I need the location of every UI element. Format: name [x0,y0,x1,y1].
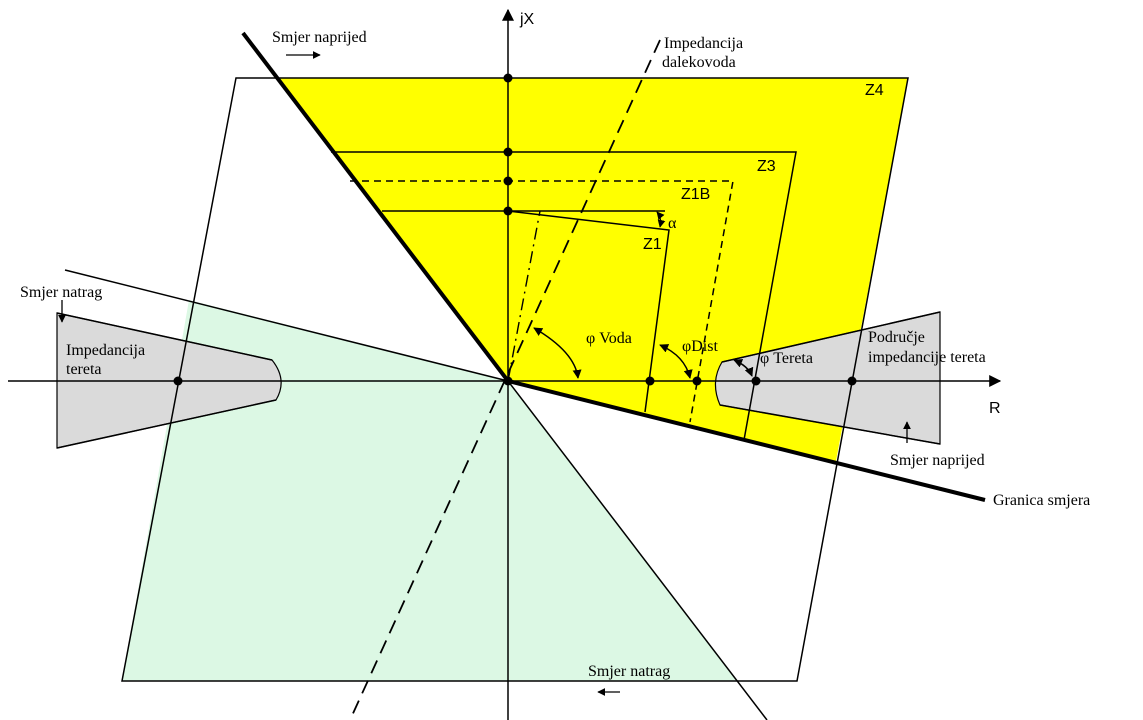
forward-top-label: Smjer naprijed [272,29,367,46]
phi-dist-arc [659,344,693,379]
reverse-left-label: Smjer natrag [20,284,102,301]
dot-z4-r [847,376,857,386]
dot-z1-r [645,376,655,386]
phi-load-label: φ Tereta [760,350,813,367]
real-axis-label: R [989,400,1001,417]
phi-dist-label: φDist [682,338,718,355]
direction-boundary-upper [241,31,510,383]
zone-z3-outline [331,151,797,441]
zone-z1-outline [382,210,670,413]
direction-boundary-label: Granica smjera [993,492,1090,509]
phi-line-label: φ Voda [586,330,632,347]
dot-z4-reach [503,73,513,83]
load-zone-right [714,311,941,445]
load-line-right-lower [719,404,941,445]
direction-boundary-lower [507,379,986,502]
line-impedance-label-1: Impedancija [664,35,743,52]
dot-z3-reach [503,147,513,157]
zone-z3-label: Z3 [757,158,776,175]
line-impedance-label-2: dalekovoda [662,54,736,71]
imaginary-axis-label: jX [519,11,535,28]
load-line-left-lower [56,399,277,449]
dot-z1b-reach [503,176,513,186]
load-impedance-left-label-2: tereta [66,361,102,378]
dot-z1b-r [692,376,702,386]
zone-z4-label: Z4 [865,82,884,99]
zone-z4-outline [121,77,909,682]
dot-z1-reach [503,206,513,216]
zone-z1b-outline [350,180,734,423]
load-area-label-1: Područje [868,329,925,346]
line-angle-dashdot [507,210,541,382]
reverse-bottom-label: Smjer natrag [588,663,670,680]
reverse-lower-line [507,380,768,720]
phi-line-arc [533,327,582,379]
forward-right-label: Smjer naprijed [890,452,985,469]
line-impedance-line [349,39,661,720]
load-line-right-upper [721,311,941,363]
dot-z3-r [751,376,761,386]
zone-z1b-label: Z1B [681,186,710,203]
load-area-label-2: impedancije tereta [868,349,986,366]
dot-origin [503,376,513,386]
load-line-left-upper [56,312,273,361]
alpha-label: α [668,215,677,232]
load-impedance-left-label-1: Impedancija [66,342,145,359]
zone-z1-label: Z1 [643,236,662,253]
alpha-arc [656,211,666,228]
phi-load-arc [733,359,754,377]
reverse-boundary-line [64,269,509,382]
dot-z4-reverse-r [173,376,183,386]
